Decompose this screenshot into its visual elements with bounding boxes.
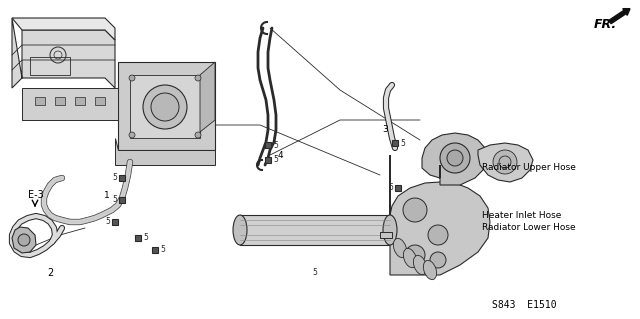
Circle shape (143, 85, 187, 129)
Ellipse shape (394, 238, 406, 258)
Polygon shape (22, 88, 118, 120)
Polygon shape (12, 18, 115, 88)
Bar (35, 97, 45, 105)
Bar (119, 197, 125, 203)
Text: 1: 1 (104, 190, 110, 199)
Bar (119, 175, 125, 181)
Ellipse shape (233, 215, 247, 245)
Polygon shape (478, 143, 533, 182)
Text: 5: 5 (312, 268, 317, 277)
Circle shape (403, 198, 427, 222)
Text: E-3: E-3 (28, 190, 44, 200)
Text: 5: 5 (273, 140, 278, 150)
Polygon shape (12, 18, 115, 40)
Circle shape (428, 225, 448, 245)
Text: FR.: FR. (594, 19, 617, 32)
Text: Heater Inlet Hose: Heater Inlet Hose (482, 211, 561, 219)
Polygon shape (422, 133, 488, 185)
Circle shape (493, 150, 517, 174)
Ellipse shape (383, 215, 397, 245)
Polygon shape (240, 215, 390, 245)
Text: 5: 5 (143, 234, 148, 242)
Circle shape (405, 245, 425, 265)
Circle shape (447, 150, 463, 166)
Bar (265, 142, 271, 148)
Text: S843  E1510: S843 E1510 (492, 300, 557, 310)
Bar (395, 185, 401, 191)
Circle shape (195, 132, 201, 138)
Bar (152, 247, 158, 253)
FancyArrow shape (609, 9, 630, 24)
Polygon shape (200, 62, 215, 132)
Text: 5: 5 (112, 174, 117, 182)
Text: 2: 2 (47, 268, 53, 278)
Ellipse shape (424, 260, 436, 280)
Bar (75, 97, 85, 105)
Polygon shape (12, 227, 36, 253)
Bar (135, 235, 141, 241)
Text: 5: 5 (273, 155, 278, 165)
Polygon shape (115, 138, 215, 165)
Text: 5: 5 (160, 246, 165, 255)
Bar (95, 97, 105, 105)
Bar (30, 57, 70, 75)
Circle shape (151, 93, 179, 121)
Text: 5: 5 (105, 218, 110, 226)
Text: 4: 4 (278, 151, 284, 160)
Circle shape (499, 156, 511, 168)
Text: Radiator Upper Hose: Radiator Upper Hose (482, 164, 576, 173)
Circle shape (18, 234, 30, 246)
Polygon shape (380, 232, 392, 238)
Text: 5: 5 (388, 183, 393, 192)
Circle shape (430, 252, 446, 268)
Polygon shape (130, 75, 200, 138)
Polygon shape (390, 155, 490, 275)
Circle shape (195, 75, 201, 81)
Polygon shape (118, 62, 215, 150)
Bar (112, 219, 118, 225)
Ellipse shape (403, 249, 417, 268)
Text: 5: 5 (400, 138, 405, 147)
Ellipse shape (413, 256, 427, 275)
Bar (265, 157, 271, 163)
Text: Radiator Lower Hose: Radiator Lower Hose (482, 224, 575, 233)
Bar (55, 97, 65, 105)
Text: 5: 5 (112, 196, 117, 204)
Text: 3: 3 (382, 125, 388, 135)
Circle shape (129, 132, 135, 138)
Circle shape (129, 75, 135, 81)
Circle shape (440, 143, 470, 173)
Bar (392, 140, 398, 146)
